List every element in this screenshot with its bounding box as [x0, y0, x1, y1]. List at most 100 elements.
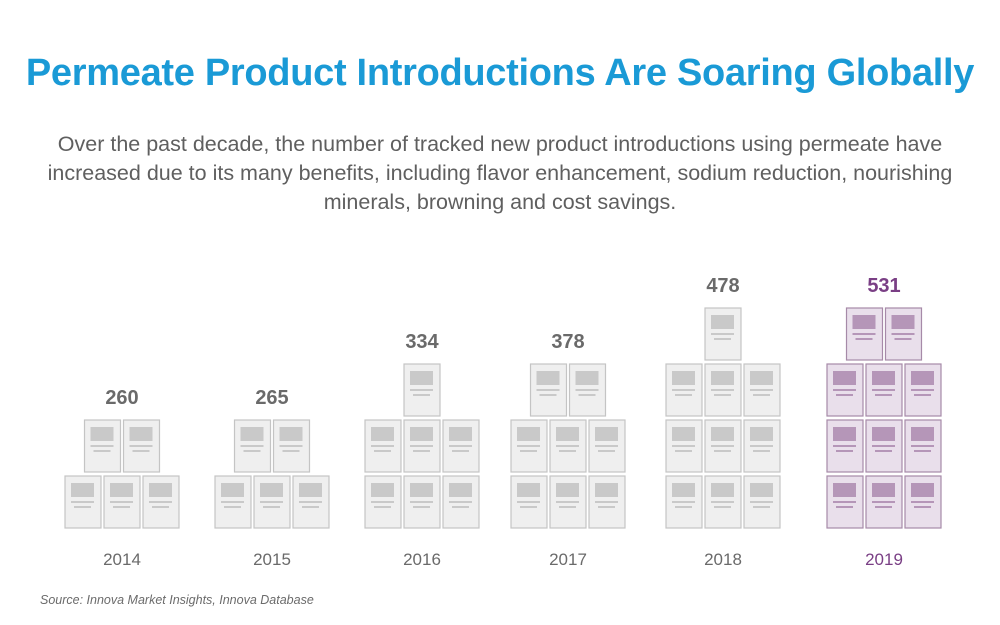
- package-text-line: [110, 501, 133, 503]
- package-text-line: [911, 389, 934, 391]
- package-text-line: [556, 501, 579, 503]
- package-text-line: [113, 506, 130, 508]
- package-label-block: [872, 483, 895, 497]
- value-label: 265: [255, 387, 288, 409]
- package-text-line: [872, 501, 895, 503]
- package-label-block: [517, 427, 540, 441]
- package-label-block: [672, 427, 695, 441]
- source-note: Source: Innova Market Insights, Innova D…: [40, 593, 314, 607]
- package-text-line: [672, 445, 695, 447]
- package-text-line: [598, 506, 615, 508]
- package-text-line: [520, 450, 537, 452]
- package-text-line: [243, 450, 261, 452]
- package-text-line: [152, 506, 169, 508]
- package-label-block: [410, 483, 433, 497]
- package-text-line: [263, 506, 280, 508]
- package-label-block: [110, 483, 133, 497]
- package-text-line: [74, 506, 91, 508]
- package-text-line: [595, 445, 618, 447]
- package-text-line: [836, 506, 853, 508]
- package-text-line: [520, 506, 537, 508]
- package-label-block: [872, 427, 895, 441]
- package-text-line: [260, 501, 283, 503]
- package-text-line: [675, 394, 692, 396]
- package-text-line: [90, 445, 114, 447]
- package-text-line: [711, 501, 734, 503]
- package-text-line: [833, 501, 856, 503]
- value-label: 378: [551, 331, 584, 353]
- package-text-line: [371, 501, 394, 503]
- package-text-line: [279, 445, 303, 447]
- package-label-block: [71, 483, 94, 497]
- package-text-line: [556, 445, 579, 447]
- package-text-line: [714, 450, 731, 452]
- package-text-line: [836, 450, 853, 452]
- package-text-line: [911, 501, 934, 503]
- package-text-line: [71, 501, 94, 503]
- package-text-line: [374, 506, 391, 508]
- package-text-line: [711, 333, 734, 335]
- package-label-block: [595, 427, 618, 441]
- package-text-line: [914, 450, 931, 452]
- package-label-block: [556, 483, 579, 497]
- package-text-line: [221, 501, 244, 503]
- year-label: 2017: [549, 550, 587, 569]
- package-text-line: [675, 450, 692, 452]
- value-label: 478: [706, 275, 739, 297]
- package-text-line: [872, 445, 895, 447]
- value-label: 334: [405, 331, 439, 353]
- package-text-line: [914, 394, 931, 396]
- package-text-line: [711, 389, 734, 391]
- package-text-line: [891, 333, 915, 335]
- package-text-line: [410, 445, 433, 447]
- package-label-block: [595, 483, 618, 497]
- package-label-block: [536, 371, 560, 385]
- package-text-line: [413, 450, 430, 452]
- package-label-block: [711, 483, 734, 497]
- package-text-line: [452, 450, 469, 452]
- package-label-block: [911, 371, 934, 385]
- package-label-block: [449, 427, 472, 441]
- package-text-line: [875, 506, 892, 508]
- package-label-block: [299, 483, 322, 497]
- package-text-line: [672, 501, 695, 503]
- page-title: Permeate Product Introductions Are Soari…: [25, 52, 975, 94]
- package-text-line: [914, 506, 931, 508]
- package-label-block: [852, 315, 876, 329]
- package-label-block: [672, 483, 695, 497]
- package-label-block: [149, 483, 172, 497]
- year-label: 2014: [103, 550, 141, 569]
- package-text-line: [374, 450, 391, 452]
- package-text-line: [413, 394, 430, 396]
- package-label-block: [556, 427, 579, 441]
- package-label-block: [410, 371, 433, 385]
- package-label-block: [240, 427, 264, 441]
- package-text-line: [452, 506, 469, 508]
- package-label-block: [750, 483, 773, 497]
- package-text-line: [875, 394, 892, 396]
- package-label-block: [575, 371, 599, 385]
- package-text-line: [753, 506, 770, 508]
- package-text-line: [672, 389, 695, 391]
- package-label-block: [279, 427, 303, 441]
- package-text-line: [299, 501, 322, 503]
- package-text-line: [132, 450, 150, 452]
- package-label-block: [371, 427, 394, 441]
- package-label-block: [221, 483, 244, 497]
- package-label-block: [129, 427, 153, 441]
- package-text-line: [240, 445, 264, 447]
- package-text-line: [872, 389, 895, 391]
- package-text-line: [750, 445, 773, 447]
- package-text-line: [449, 501, 472, 503]
- package-text-line: [559, 506, 576, 508]
- package-label-block: [711, 427, 734, 441]
- package-text-line: [833, 445, 856, 447]
- subtitle: Over the past decade, the number of trac…: [47, 132, 953, 214]
- year-label: 2016: [403, 550, 441, 569]
- package-text-line: [753, 394, 770, 396]
- package-text-line: [536, 389, 560, 391]
- package-text-line: [753, 450, 770, 452]
- package-text-line: [714, 338, 731, 340]
- package-text-line: [539, 394, 557, 396]
